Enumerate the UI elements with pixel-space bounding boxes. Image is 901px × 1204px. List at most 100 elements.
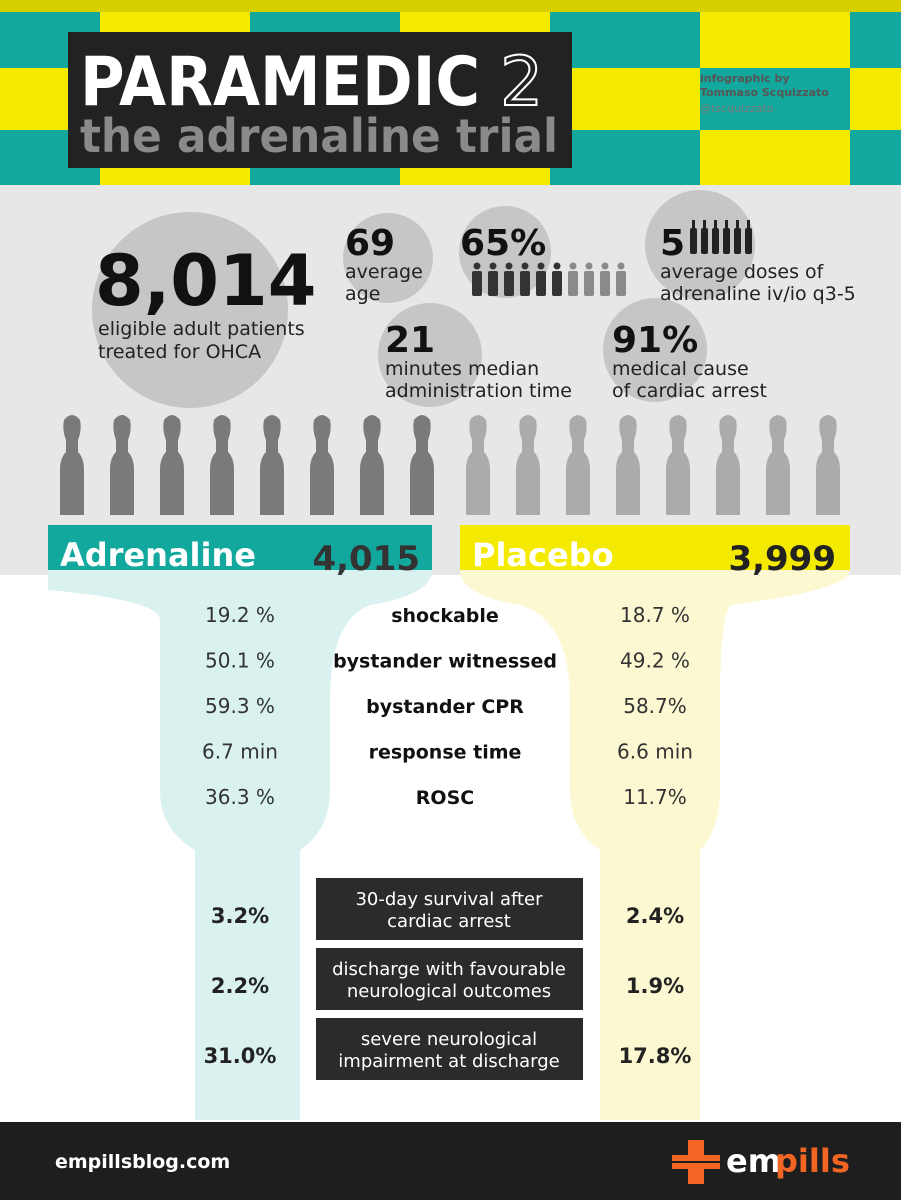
vial — [110, 415, 134, 515]
vial — [210, 415, 234, 515]
adrenaline-value: 6.7 min — [202, 740, 278, 764]
vial — [360, 415, 384, 515]
ampoule-neck — [703, 220, 706, 229]
circle — [343, 213, 433, 303]
outcome-label: neurological outcomes — [347, 981, 551, 1002]
placebo-bottle — [460, 570, 850, 1120]
logo-em: em — [726, 1142, 781, 1180]
person-head — [473, 262, 481, 270]
ampoule — [701, 228, 708, 254]
adrenaline-outcome: 31.0% — [204, 1044, 277, 1068]
person-head — [601, 262, 609, 270]
circle — [378, 303, 482, 407]
person-body — [488, 271, 498, 296]
adrenaline-value: 50.1 % — [205, 649, 275, 673]
adrenaline-bottle — [48, 570, 432, 1120]
person-body — [584, 271, 594, 296]
stripe — [0, 0, 901, 12]
stat-value: 65% — [460, 223, 546, 264]
ampoule-neck — [725, 220, 728, 229]
outcome-box — [316, 878, 583, 940]
person-body — [520, 271, 530, 296]
logo-cross — [665, 1140, 725, 1184]
stat-label: adrenaline iv/io q3-5 — [660, 283, 856, 305]
stat-label: average — [345, 261, 423, 283]
person-body — [504, 271, 514, 296]
vial — [410, 415, 434, 515]
stat-label: minutes median — [385, 358, 539, 380]
placebo-value: 11.7% — [623, 785, 687, 809]
vial — [566, 415, 590, 515]
footer — [0, 1122, 901, 1200]
outcome-label: cardiac arrest — [387, 911, 511, 932]
ampoule — [745, 228, 752, 254]
outcome-box — [316, 1018, 583, 1080]
outcome-label: severe neurological — [361, 1029, 537, 1050]
stat-value: 91% — [612, 320, 698, 361]
placebo-bar — [460, 525, 850, 570]
credit: Tommaso Scquizzato — [700, 86, 829, 99]
vial — [716, 415, 740, 515]
adrenaline-value: 59.3 % — [205, 694, 275, 718]
person-head — [505, 262, 513, 270]
stat-label: of cardiac arrest — [612, 380, 767, 402]
characteristic-label: ROSC — [416, 787, 474, 809]
ampoule-neck — [714, 220, 717, 229]
vials — [60, 415, 840, 515]
person-head — [569, 262, 577, 270]
person-head — [585, 262, 593, 270]
placebo-value: 49.2 % — [620, 649, 690, 673]
person-body — [616, 271, 626, 296]
person-body — [552, 271, 562, 296]
logo-pills: pills — [775, 1142, 850, 1180]
stat-label: average doses of — [660, 261, 825, 283]
arm-name: Placebo — [472, 536, 614, 574]
checker-cell — [550, 12, 700, 68]
person-head — [553, 262, 561, 270]
person-body — [600, 271, 610, 296]
vial — [766, 415, 790, 515]
ampoule — [723, 228, 730, 254]
stat-circles — [92, 190, 755, 408]
title: PARAMEDIC — [80, 43, 480, 122]
characteristic-label: bystander CPR — [366, 696, 524, 718]
person-head — [537, 262, 545, 270]
outcome-box — [316, 948, 583, 1010]
checker-cell — [550, 130, 700, 185]
adrenaline-outcome: 2.2% — [211, 974, 269, 998]
outcome-label: discharge with favourable — [332, 959, 566, 980]
characteristic-label: shockable — [391, 605, 499, 627]
stat-label: treated for OHCA — [98, 341, 261, 363]
circle — [645, 190, 755, 300]
credit: infographic by — [700, 72, 790, 85]
placebo-value: 58.7% — [623, 694, 687, 718]
checker-cell — [700, 68, 850, 130]
ampoule — [690, 228, 697, 254]
vial — [816, 415, 840, 515]
vial — [516, 415, 540, 515]
stat-label: age — [345, 283, 380, 305]
placebo-value: 6.6 min — [617, 740, 693, 764]
arm-name: Adrenaline — [60, 536, 256, 574]
vial — [666, 415, 690, 515]
circle — [92, 212, 288, 408]
vial — [60, 415, 84, 515]
checker-cell — [850, 130, 901, 185]
stat-label: administration time — [385, 380, 572, 402]
stat-value: 8,014 — [95, 240, 316, 322]
stat-value: 21 — [385, 320, 435, 361]
person-body — [472, 271, 482, 296]
person-head — [617, 262, 625, 270]
vial — [616, 415, 640, 515]
person-body — [568, 271, 578, 296]
icons — [472, 220, 752, 296]
arm-count: 4,015 — [312, 539, 420, 579]
outcome-label: 30-day survival after — [355, 889, 543, 910]
characteristic-label: bystander witnessed — [333, 651, 557, 673]
vial — [466, 415, 490, 515]
ampoule-neck — [747, 220, 750, 229]
ampoule — [712, 228, 719, 254]
